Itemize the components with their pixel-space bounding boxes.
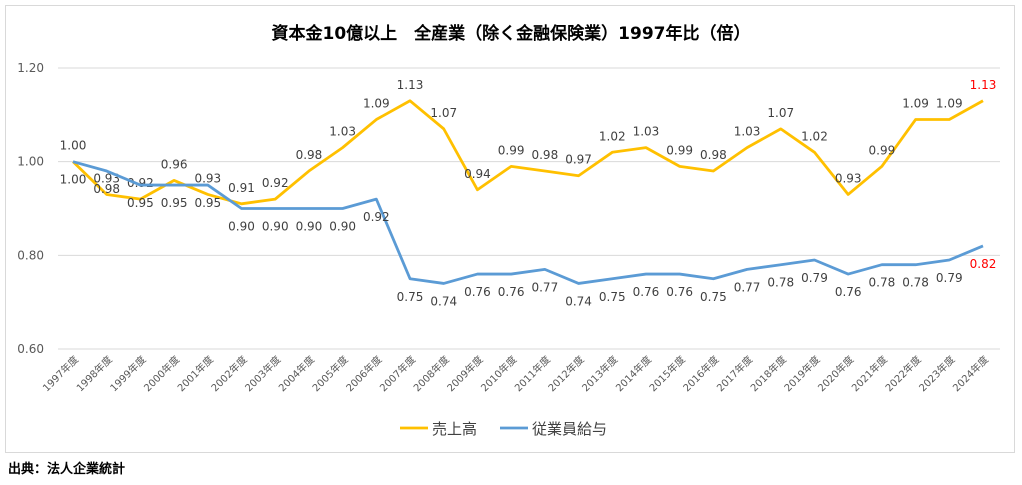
data-label: 1.00 bbox=[60, 173, 87, 187]
data-label: 1.13 bbox=[970, 78, 997, 92]
data-label: 0.75 bbox=[700, 290, 727, 304]
x-tick-label: 2002年度 bbox=[208, 353, 249, 394]
data-label: 1.09 bbox=[363, 97, 390, 111]
data-label: 0.78 bbox=[902, 276, 929, 290]
data-label: 1.03 bbox=[633, 125, 660, 139]
legend-label: 従業員給与 bbox=[532, 420, 607, 438]
data-label: 0.75 bbox=[397, 290, 424, 304]
data-label: 0.74 bbox=[565, 294, 592, 308]
x-tick-label: 2024年度 bbox=[950, 353, 991, 394]
data-label: 1.03 bbox=[329, 125, 356, 139]
data-label: 0.93 bbox=[194, 171, 221, 185]
data-label: 0.78 bbox=[767, 276, 794, 290]
x-tick-label: 2008年度 bbox=[411, 353, 452, 394]
x-tick-label: 2019年度 bbox=[781, 353, 822, 394]
data-label: 0.93 bbox=[835, 171, 862, 185]
data-label: 0.76 bbox=[464, 285, 491, 299]
data-label: 0.90 bbox=[296, 220, 323, 234]
legend-label: 売上高 bbox=[432, 420, 477, 438]
x-tick-label: 2014年度 bbox=[613, 353, 654, 394]
source-note: 出典：法人企業統計 bbox=[8, 462, 126, 477]
y-tick-label: 0.60 bbox=[17, 342, 44, 356]
data-label: 0.95 bbox=[127, 196, 154, 210]
data-label: 0.97 bbox=[565, 153, 592, 167]
data-label: 0.99 bbox=[498, 143, 525, 157]
y-tick-label: 1.20 bbox=[17, 61, 44, 75]
x-tick-label: 2001年度 bbox=[175, 353, 216, 394]
x-tick-label: 2005年度 bbox=[309, 353, 350, 394]
data-label: 0.75 bbox=[599, 290, 626, 304]
data-label: 1.09 bbox=[902, 97, 929, 111]
y-tick-label: 0.80 bbox=[17, 248, 44, 262]
data-label: 1.02 bbox=[599, 129, 626, 143]
x-tick-label: 2006年度 bbox=[343, 353, 384, 394]
data-label: 0.98 bbox=[531, 148, 558, 162]
x-tick-label: 2021年度 bbox=[849, 353, 890, 394]
x-tick-label: 2004年度 bbox=[276, 353, 317, 394]
data-label: 1.07 bbox=[767, 106, 794, 120]
data-label: 1.07 bbox=[430, 106, 457, 120]
data-label: 0.94 bbox=[464, 167, 491, 181]
data-label: 1.00 bbox=[60, 139, 87, 153]
data-label: 0.76 bbox=[835, 285, 862, 299]
data-label: 0.92 bbox=[363, 210, 390, 224]
x-tick-label: 2003年度 bbox=[242, 353, 283, 394]
data-label: 0.78 bbox=[869, 276, 896, 290]
data-label: 0.90 bbox=[228, 220, 255, 234]
data-label: 0.99 bbox=[666, 143, 693, 157]
x-tick-label: 2022年度 bbox=[882, 353, 923, 394]
x-tick-label: 2023年度 bbox=[916, 353, 957, 394]
data-label: 0.90 bbox=[262, 220, 289, 234]
series-line-1 bbox=[72, 160, 984, 285]
data-label: 1.02 bbox=[801, 129, 828, 143]
data-label: 0.95 bbox=[161, 196, 188, 210]
x-tick-label: 2007年度 bbox=[377, 353, 418, 394]
data-label: 0.76 bbox=[498, 285, 525, 299]
x-tick-label: 1997年度 bbox=[40, 353, 81, 394]
x-tick-label: 1998年度 bbox=[73, 353, 114, 394]
x-tick-label: 2000年度 bbox=[141, 353, 182, 394]
series-line-0 bbox=[72, 99, 984, 206]
chart-frame bbox=[5, 5, 1015, 453]
chart-title: 資本金10億以上 全産業（除く金融保険業）1997年比（倍） bbox=[272, 23, 751, 44]
x-tick-label: 2013年度 bbox=[579, 353, 620, 394]
data-label: 0.92 bbox=[262, 176, 289, 190]
data-label: 0.77 bbox=[531, 280, 558, 294]
y-tick-label: 1.00 bbox=[17, 155, 44, 169]
data-label: 0.99 bbox=[869, 143, 896, 157]
data-label: 0.96 bbox=[161, 157, 188, 171]
data-label: 0.92 bbox=[127, 176, 154, 190]
data-label: 1.03 bbox=[734, 125, 761, 139]
data-label: 0.76 bbox=[633, 285, 660, 299]
data-label: 0.79 bbox=[801, 271, 828, 285]
x-tick-label: 2018年度 bbox=[748, 353, 789, 394]
data-label: 0.74 bbox=[430, 294, 457, 308]
x-tick-label: 2017年度 bbox=[714, 353, 755, 394]
data-label: 0.95 bbox=[194, 196, 221, 210]
data-label: 0.98 bbox=[93, 182, 120, 196]
data-label: 0.98 bbox=[700, 148, 727, 162]
data-label: 0.82 bbox=[970, 257, 997, 271]
x-tick-label: 2020年度 bbox=[815, 353, 856, 394]
x-tick-label: 1999年度 bbox=[107, 353, 148, 394]
data-label: 0.98 bbox=[296, 148, 323, 162]
x-tick-label: 2011年度 bbox=[512, 353, 553, 394]
x-tick-label: 2010年度 bbox=[478, 353, 519, 394]
data-label: 1.09 bbox=[936, 97, 963, 111]
x-tick-label: 2012年度 bbox=[545, 353, 586, 394]
x-tick-label: 2015年度 bbox=[646, 353, 687, 394]
x-tick-label: 2016年度 bbox=[680, 353, 721, 394]
x-tick-label: 2009年度 bbox=[444, 353, 485, 394]
data-label: 0.91 bbox=[228, 181, 255, 195]
data-label: 0.77 bbox=[734, 280, 761, 294]
data-label: 0.76 bbox=[666, 285, 693, 299]
data-label: 0.79 bbox=[936, 271, 963, 285]
data-label: 1.13 bbox=[397, 78, 424, 92]
data-label: 0.90 bbox=[329, 220, 356, 234]
